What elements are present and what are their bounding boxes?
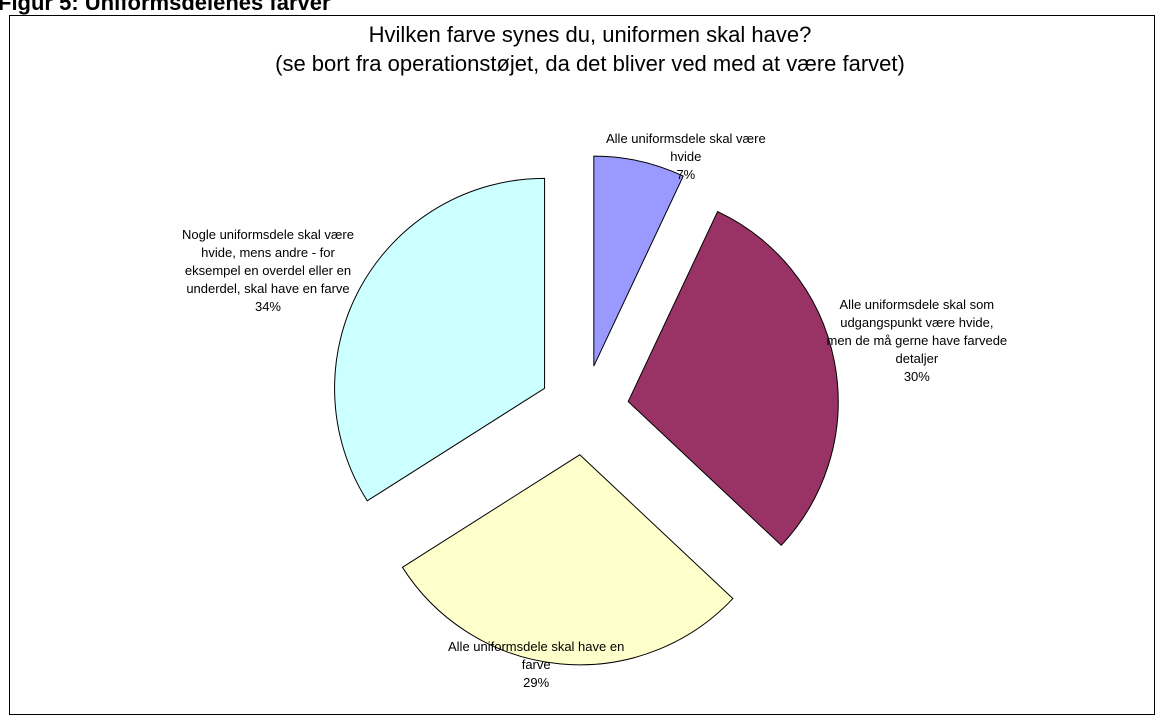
slice-label-hvide-line-2: hvide <box>670 149 702 164</box>
slice-label-farve-value: 29% <box>523 675 550 690</box>
slice-label-blandet: Nogle uniformsdele skal være hvide, mens… <box>182 226 354 316</box>
chart-title: Hvilken farve synes du, uniformen skal h… <box>0 20 1162 78</box>
slice-label-blandet-line-3: eksempel en overdel eller en <box>184 263 352 278</box>
slice-label-farve-line-2: farve <box>521 657 551 672</box>
slice-label-hvide-med-detaljer-line-3: men de må gerne have farvede <box>826 333 1008 348</box>
pie-chart <box>334 155 839 666</box>
pie-slice-blandet <box>334 177 546 502</box>
pie-slice-hvide-med-detaljer <box>627 210 839 547</box>
slice-label-hvide: Alle uniformsdele skal være hvide 7% <box>606 130 766 184</box>
slice-label-blandet-line-4: underdel, skal have en farve <box>186 281 350 296</box>
slice-label-farve-line-1: Alle uniformsdele skal have en <box>448 639 625 654</box>
figure-heading: Figur 5: Uniformsdelenes farver <box>0 0 331 15</box>
slice-label-hvide-med-detaljer-line-2: udgangspunkt være hvide, <box>840 315 994 330</box>
chart-title-line-1: Hvilken farve synes du, uniformen skal h… <box>368 22 812 47</box>
slice-label-hvide-line-1: Alle uniformsdele skal være <box>606 131 766 146</box>
pie-slice-farve <box>401 454 734 666</box>
slice-label-hvide-value: 7% <box>676 167 696 182</box>
pie-slice-hvide <box>593 155 684 367</box>
slice-label-blandet-line-1: Nogle uniformsdele skal være <box>182 227 354 242</box>
slice-label-farve: Alle uniformsdele skal have en farve 29% <box>448 638 624 692</box>
slice-label-hvide-med-detaljer-value: 30% <box>903 369 930 384</box>
slice-label-blandet-line-2: hvide, mens andre - for <box>201 245 335 260</box>
slice-label-hvide-med-detaljer: Alle uniformsdele skal som udgangspunkt … <box>827 296 1008 386</box>
chart-title-line-2: (se bort fra operationstøjet, da det bli… <box>275 51 905 76</box>
slice-label-blandet-value: 34% <box>254 299 281 314</box>
slice-label-hvide-med-detaljer-line-4: detaljer <box>895 351 939 366</box>
slice-label-hvide-med-detaljer-line-1: Alle uniformsdele skal som <box>839 297 995 312</box>
